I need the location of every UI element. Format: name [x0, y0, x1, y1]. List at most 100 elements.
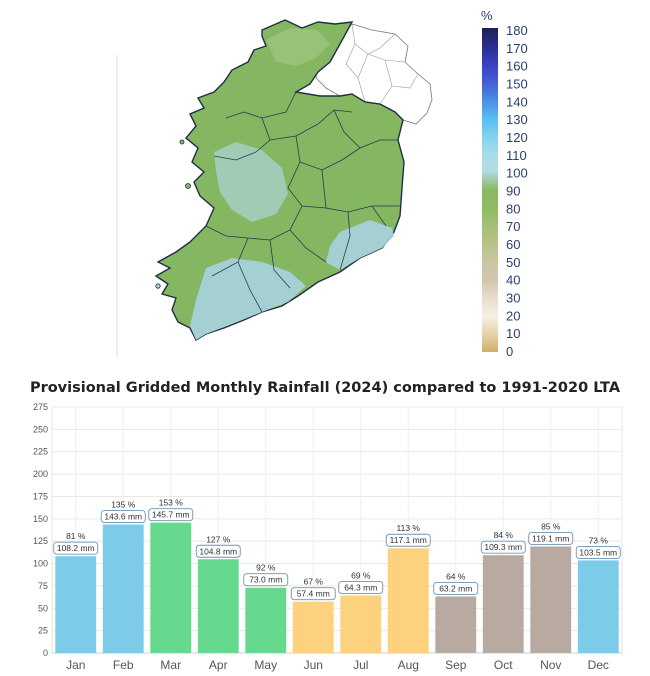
y-tick-label: 75: [38, 581, 48, 591]
mm-label-box: [385, 533, 431, 547]
colorbar-tick-label: 180: [506, 23, 528, 38]
x-tick-label: Sep: [445, 658, 467, 672]
mm-label-box: [480, 540, 526, 554]
mm-label-box: [53, 541, 99, 555]
x-tick-label: Dec: [588, 658, 609, 672]
mm-label-box: [338, 581, 384, 594]
county-boundaries: [205, 91, 400, 313]
mm-label-box: [575, 545, 621, 559]
y-tick-label: 225: [33, 447, 48, 457]
x-tick-label: Jun: [304, 658, 323, 672]
colorbar-tick-label: 60: [506, 237, 520, 252]
colorbar-tick-label: 40: [506, 273, 520, 288]
colorbar-tick-label: 130: [506, 112, 528, 127]
x-tick-label: May: [254, 658, 277, 672]
rainfall-map-panel: % 180 170 160 150 140 130 120 110 100 90 80 70 60 50 4…: [116, 8, 528, 359]
y-tick-label: 150: [33, 514, 48, 524]
bar-mar: [150, 522, 192, 653]
colorbar-tick-label: 100: [506, 166, 528, 181]
mm-label: 119.1 mm: [532, 533, 569, 543]
northwest-patch: [266, 28, 330, 66]
mm-label-box: [195, 544, 241, 558]
percent-label: 153 %: [159, 498, 184, 508]
colorbar-tick-label: 90: [506, 184, 520, 199]
island: [155, 283, 161, 289]
mm-label-box: [290, 587, 336, 601]
bar-jun: [292, 601, 334, 653]
colorbar-tick-label: 140: [506, 94, 528, 109]
rainfall-percent-colorbar: % 18017016015014013012011010090807060504…: [481, 8, 528, 359]
percent-label: 64 %: [446, 571, 466, 581]
x-tick-label: Jul: [353, 658, 368, 672]
mm-label-box: [100, 510, 146, 523]
y-tick-label: 175: [33, 491, 48, 501]
bar-feb: [102, 524, 144, 653]
plot-area: [51, 406, 623, 654]
y-tick-label: 275: [33, 402, 48, 412]
mm-label: 57.4 mm: [297, 589, 330, 599]
colorbar-tick-label: 10: [506, 326, 520, 341]
y-tick-label: 200: [33, 469, 48, 479]
mm-label: 104.8 mm: [199, 546, 237, 556]
bar-dec: [577, 560, 619, 653]
y-tick-label: 250: [33, 424, 48, 434]
mm-label: 73.0 mm: [249, 575, 282, 585]
colorbar-tick-label: 80: [506, 201, 520, 216]
y-tick-label: 25: [38, 626, 48, 636]
colorbar-scale: [482, 28, 498, 352]
west-high-rainfall-patch: [214, 142, 288, 222]
bar-sep: [435, 596, 477, 653]
mm-label: 108.2 mm: [57, 543, 95, 553]
y-tick-label: 50: [38, 603, 48, 613]
mm-label-box: [243, 573, 289, 587]
grid-layer: [51, 406, 623, 654]
y-tick-label: 125: [33, 536, 48, 546]
island: [185, 183, 191, 189]
mm-label: 117.1 mm: [390, 535, 427, 545]
percent-label: 73 %: [589, 535, 609, 545]
label-layer: 108.2 mm 81 % 143.6 mm 135 % 145.7 mm 153 % 10…: [53, 498, 621, 601]
colorbar-tick-label: 0: [506, 344, 513, 359]
bar-jul: [340, 595, 382, 653]
percent-label: 92 %: [256, 563, 276, 573]
x-tick-label: Nov: [540, 658, 561, 672]
colorbar-tick-label: 30: [506, 291, 520, 306]
y-tick-label: 100: [33, 559, 48, 569]
y-tick-label: 0: [43, 648, 48, 658]
mm-label-box: [433, 582, 479, 595]
mm-label: 103.5 mm: [579, 547, 617, 557]
mm-label: 64.3 mm: [344, 582, 377, 592]
colorbar-tick-label: 160: [506, 59, 528, 74]
mm-label: 143.6 mm: [104, 512, 142, 522]
colorbar-tick-label: 150: [506, 77, 528, 92]
bar-nov: [530, 546, 572, 653]
colorbar-tick-label: 120: [506, 130, 528, 145]
bar-aug: [387, 548, 429, 653]
mm-label-box: [528, 532, 574, 545]
percent-label: 84 %: [494, 530, 514, 540]
southeast-high-rainfall-patch: [326, 220, 394, 270]
percent-label: 127 %: [206, 534, 231, 544]
percent-label: 85 %: [541, 521, 561, 531]
chart-title: Provisional Gridded Monthly Rainfall (20…: [29, 380, 621, 396]
bar-jan: [55, 556, 97, 653]
colorbar-tick-labels: 1801701601501401301201101009080706050403…: [506, 23, 528, 359]
percent-label: 135 %: [111, 500, 136, 510]
percent-label: 69 %: [351, 570, 371, 580]
percent-label: 113 %: [397, 523, 421, 533]
bar-may: [245, 587, 287, 653]
colorbar-tick-label: 50: [506, 255, 520, 270]
island: [179, 139, 185, 145]
bar-apr: [197, 559, 239, 653]
bar-layer: [55, 522, 619, 653]
percent-label: 67 %: [304, 577, 324, 587]
colorbar-unit: %: [481, 8, 493, 23]
x-tick-label: Aug: [398, 658, 419, 672]
ireland-rainfall-map: [116, 19, 433, 358]
x-tick-label: Mar: [160, 658, 181, 672]
x-tick-label: Jan: [66, 658, 85, 672]
mm-label-box: [148, 508, 194, 522]
axis-layer: 0 25 50 75 100 125 150 175 200 225 250 275 Jan Feb Mar…: [33, 402, 622, 672]
colorbar-tick-label: 20: [506, 308, 520, 323]
x-tick-label: Apr: [209, 658, 228, 672]
